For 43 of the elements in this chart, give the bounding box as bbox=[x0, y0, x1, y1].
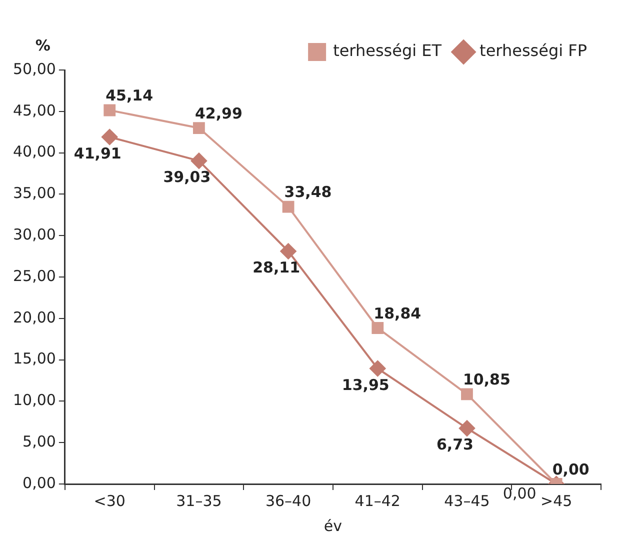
point bbox=[282, 200, 294, 213]
data-label: 41,91 bbox=[74, 144, 122, 162]
y-tick-label: 25,00 bbox=[12, 266, 56, 285]
data-label: 18,84 bbox=[374, 304, 422, 322]
data-label: 6,73 bbox=[436, 436, 474, 454]
legend-label: terhességi ET bbox=[333, 41, 442, 60]
x-tick-label: 36–40 bbox=[265, 492, 312, 510]
y-tick-label: 40,00 bbox=[12, 142, 56, 161]
x-tick-label: >45 bbox=[540, 492, 572, 510]
point bbox=[104, 104, 116, 116]
data-label: 10,85 bbox=[462, 370, 510, 389]
x-axis-title: év bbox=[324, 516, 342, 535]
data-label: 33,48 bbox=[284, 183, 332, 202]
data-label: 39,03 bbox=[163, 168, 211, 186]
point bbox=[102, 128, 118, 145]
data-label: 45,14 bbox=[106, 86, 154, 105]
y-tick-label: 50,00 bbox=[12, 60, 56, 78]
data-label: 13,95 bbox=[342, 376, 390, 394]
x-tick-label: 31–35 bbox=[176, 492, 222, 510]
point bbox=[280, 243, 296, 260]
y-tick-label: 10,00 bbox=[12, 391, 56, 410]
y-tick-label: 35,00 bbox=[12, 184, 56, 202]
point bbox=[190, 152, 207, 169]
x-tick-label: 43–45 bbox=[444, 492, 490, 510]
y-tick-label: 15,00 bbox=[12, 350, 56, 368]
y-tick-label: 20,00 bbox=[12, 308, 56, 326]
point bbox=[372, 322, 384, 334]
y-tick-label: 5,00 bbox=[22, 432, 56, 450]
legend-label: terhességi FP bbox=[480, 41, 588, 60]
y-tick-label: 0,00 bbox=[22, 474, 56, 492]
x-tick-label: <30 bbox=[94, 492, 126, 510]
y-tick-label: 30,00 bbox=[12, 225, 56, 244]
data-label: 0,00 bbox=[552, 460, 590, 478]
point bbox=[458, 420, 475, 436]
point bbox=[370, 360, 386, 376]
point bbox=[461, 388, 473, 400]
y-axis-title: % bbox=[35, 36, 50, 54]
annotation: 0,00 bbox=[502, 484, 536, 502]
data-label: 42,99 bbox=[194, 104, 242, 122]
y-tick-label: 45,00 bbox=[12, 101, 56, 120]
point bbox=[193, 122, 205, 134]
x-tick-label: 41–42 bbox=[354, 492, 400, 510]
data-label: 28,11 bbox=[252, 258, 300, 277]
